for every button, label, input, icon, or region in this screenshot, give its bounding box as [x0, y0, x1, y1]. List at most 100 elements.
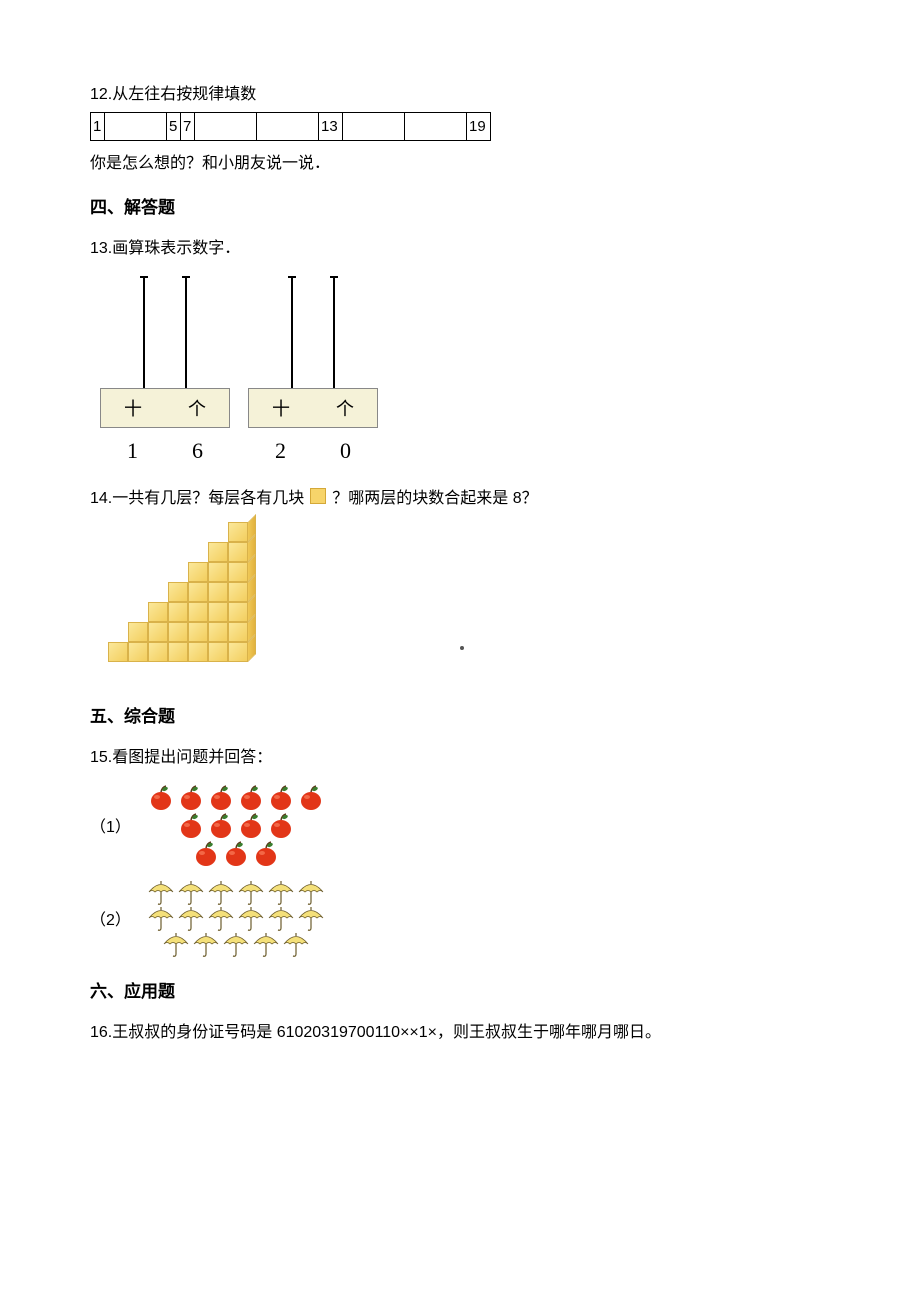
staircase-cell: [188, 602, 208, 622]
ones-label: 个: [336, 395, 354, 421]
tens-label: 十: [124, 395, 142, 421]
staircase-cell: [228, 622, 248, 642]
staircase-cell: [188, 642, 208, 662]
umbrella-icon: [236, 905, 266, 931]
staircase-cell: [148, 622, 168, 642]
q13-prompt: 13.画算珠表示数字．: [90, 234, 830, 258]
umbrellas-row: [141, 905, 331, 931]
q14-text-1: 14.一共有几层？每层各有几块: [90, 484, 304, 508]
umbrella-icon: [176, 905, 206, 931]
staircase-cell: [188, 622, 208, 642]
staircase-cell: [148, 602, 168, 622]
section-5-heading: 五、综合题: [90, 702, 830, 727]
umbrellas-figure: [141, 879, 331, 957]
umbrella-icon: [266, 905, 296, 931]
umbrella-icon: [236, 879, 266, 905]
q12-cell: [105, 113, 167, 141]
section-6-heading: 六、应用题: [90, 977, 830, 1002]
tens-digit: 1: [127, 438, 138, 464]
q12-cell: [195, 113, 257, 141]
q15-items: （1） （2）: [90, 783, 830, 957]
umbrella-icon: [176, 879, 206, 905]
umbrella-icon: [146, 905, 176, 931]
q15-item-number: （1）: [90, 813, 131, 837]
staircase-cell: [208, 622, 228, 642]
staircase-cell: [168, 582, 188, 602]
staircase-cell: [208, 602, 228, 622]
abacus-numbers: 2 0: [248, 428, 378, 474]
staircase-cell: [228, 602, 248, 622]
q12-cell: 5: [167, 113, 181, 141]
apples-figure: [141, 783, 331, 867]
umbrellas-row: [141, 931, 331, 957]
staircase-cell: [128, 642, 148, 662]
umbrella-icon: [281, 931, 311, 957]
apple-icon: [192, 839, 220, 867]
apple-icon: [222, 839, 250, 867]
staircase-figure: [108, 522, 308, 682]
page-indicator-dot: [460, 646, 464, 650]
apple-icon: [297, 783, 325, 811]
q12-cell: [257, 113, 319, 141]
apple-icon: [267, 811, 295, 839]
abacus-container: 十 个 1 6 十 个 2 0: [100, 278, 830, 474]
tens-digit: 2: [275, 438, 286, 464]
staircase-cell: [108, 642, 128, 662]
staircase-row: [208, 542, 256, 562]
q12-table: 1571319: [90, 112, 491, 141]
abacus-base: 十 个: [248, 388, 378, 428]
q12-cell: 13: [319, 113, 343, 141]
staircase-row: [168, 582, 256, 602]
q14-prompt: 14.一共有几层？每层各有几块 ？哪两层的块数合起来是 8？: [90, 484, 830, 508]
umbrella-icon: [146, 879, 176, 905]
q12-followup: 你是怎么想的？和小朋友说一说．: [90, 149, 830, 173]
staircase-row: [128, 622, 256, 642]
abacus-rod: [291, 278, 293, 388]
q12-cell: [405, 113, 467, 141]
apple-icon: [147, 783, 175, 811]
apples-row: [141, 783, 331, 811]
apple-icon: [237, 783, 265, 811]
q12-cell: 19: [467, 113, 491, 141]
umbrella-icon: [221, 931, 251, 957]
umbrella-icon: [206, 905, 236, 931]
umbrella-icon: [206, 879, 236, 905]
umbrella-icon: [251, 931, 281, 957]
staircase-cell: [168, 622, 188, 642]
abacus: 十 个 1 6: [100, 278, 230, 474]
cube-icon: [310, 488, 326, 504]
q16-prompt: 16.王叔叔的身份证号码是 61020319700110××1×，则王叔叔生于哪…: [90, 1018, 830, 1042]
umbrella-icon: [296, 905, 326, 931]
staircase-cell: [228, 562, 248, 582]
tens-label: 十: [272, 395, 290, 421]
apple-icon: [177, 783, 205, 811]
apple-icon: [207, 783, 235, 811]
apple-icon: [252, 839, 280, 867]
abacus-base: 十 个: [100, 388, 230, 428]
staircase-row: [148, 602, 256, 622]
abacus-rod: [185, 278, 187, 388]
abacus-numbers: 1 6: [100, 428, 230, 474]
q14-text-2: ？哪两层的块数合起来是 8？: [332, 484, 537, 508]
staircase-cell: [208, 582, 228, 602]
abacus-rod: [333, 278, 335, 388]
staircase-cell: [228, 582, 248, 602]
q15-item: （2）: [90, 879, 830, 957]
umbrella-icon: [266, 879, 296, 905]
staircase-cell: [148, 642, 168, 662]
staircase-cell: [188, 582, 208, 602]
apple-icon: [207, 811, 235, 839]
q12-cell: [343, 113, 405, 141]
staircase-cell: [228, 522, 248, 542]
ones-digit: 0: [340, 438, 351, 464]
staircase-row: [188, 562, 256, 582]
ones-label: 个: [188, 395, 206, 421]
q12-prompt: 12.从左往右按规律填数: [90, 80, 830, 104]
staircase-cell: [208, 542, 228, 562]
staircase-cell: [168, 602, 188, 622]
q15-item-number: （2）: [90, 906, 131, 930]
q12-cell: 7: [181, 113, 195, 141]
staircase-row: [108, 642, 256, 662]
ones-digit: 6: [192, 438, 203, 464]
staircase-cell: [228, 542, 248, 562]
